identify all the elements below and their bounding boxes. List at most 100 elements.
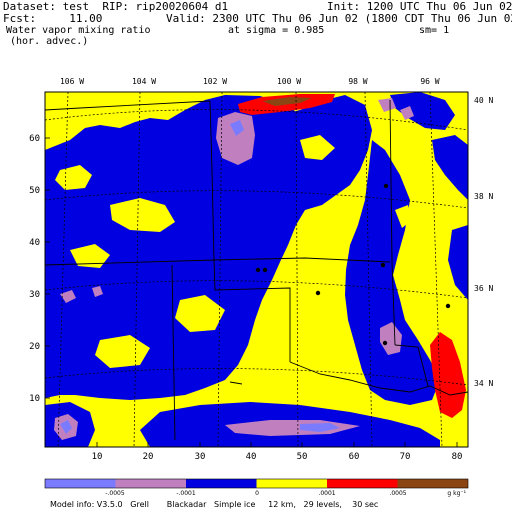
lat-label: 36 N bbox=[474, 284, 493, 293]
field-strong-negative-west bbox=[60, 290, 76, 303]
red-river bbox=[289, 361, 468, 396]
lon-label: 100 W bbox=[277, 77, 301, 86]
field-positive-pocket6 bbox=[95, 335, 150, 368]
lat-label: 38 N bbox=[474, 192, 493, 201]
meridian-104w bbox=[133, 92, 141, 447]
field-positive-pocket5 bbox=[175, 295, 225, 332]
field-positive-pocket3 bbox=[70, 244, 110, 268]
lon-label: 106 W bbox=[60, 77, 84, 86]
field-negative-east-edge bbox=[448, 225, 468, 300]
field-positive-pocket1 bbox=[55, 165, 92, 190]
colorbar-swatch bbox=[115, 479, 186, 488]
missouri-border bbox=[389, 99, 396, 346]
y-tick-label: 50 bbox=[29, 186, 40, 196]
colorbar-swatch bbox=[397, 479, 468, 488]
lat-label: 40 N bbox=[474, 96, 493, 105]
lat-label: 34 N bbox=[474, 379, 493, 388]
sigma-level: at sigma = 0.985 bbox=[228, 25, 325, 36]
nebraska-south-border bbox=[45, 100, 211, 111]
y-tick-label: 20 bbox=[29, 342, 40, 352]
field-strong-negative-ne2 bbox=[378, 98, 396, 112]
x-tick-label: 60 bbox=[349, 452, 360, 462]
colorbar-label: -.0005 bbox=[105, 490, 125, 497]
city-marker bbox=[380, 262, 386, 268]
city-marker bbox=[255, 267, 261, 273]
lat-lon-grid bbox=[45, 92, 468, 447]
field-strong-negative-east bbox=[380, 322, 402, 355]
meridian-96w bbox=[429, 92, 443, 447]
plot-frame bbox=[44, 91, 469, 448]
colorbar: -.0005 -.0001 0 .0001 .0005 g kg⁻¹ bbox=[44, 478, 469, 497]
colorbar-label: .0001 bbox=[318, 490, 335, 497]
field-strong-negative-ne bbox=[400, 106, 414, 120]
field-negative-ne bbox=[390, 92, 455, 130]
parallel-38n bbox=[45, 190, 468, 209]
city-marker bbox=[383, 183, 389, 189]
colorado-new-mexico-border bbox=[45, 259, 215, 266]
forecast-line: Fcst: 11.00 bbox=[3, 12, 103, 25]
city-marker bbox=[315, 290, 321, 296]
field-positive-pocket7 bbox=[260, 378, 305, 398]
city-marker bbox=[445, 303, 451, 309]
city-markers bbox=[255, 183, 451, 346]
smoothing-label: sm= 1 bbox=[419, 25, 450, 36]
y-tick-label: 40 bbox=[29, 238, 40, 248]
contour-fill bbox=[45, 92, 468, 447]
parallel-40n bbox=[45, 109, 468, 131]
lon-label: 96 W bbox=[420, 77, 439, 86]
field-positive-pocket4 bbox=[300, 135, 335, 160]
x-tick-labels: 10 20 30 40 50 60 70 80 bbox=[92, 452, 463, 462]
y-tick-label: 10 bbox=[29, 394, 40, 404]
field-very-strong-positive bbox=[262, 97, 312, 106]
field-strong-negative-north bbox=[216, 112, 255, 165]
y-tick-label: 60 bbox=[29, 134, 40, 144]
colorbar-units: g kg⁻¹ bbox=[447, 490, 466, 497]
field-positive-pocket8 bbox=[395, 205, 412, 228]
arkansas-border bbox=[394, 344, 429, 387]
model-info-footer: Model info: V3.5.0 Grell Blackadar Simpl… bbox=[50, 500, 379, 509]
new-mexico-texas-border bbox=[171, 264, 176, 441]
meridian-100w bbox=[295, 92, 299, 447]
y-tick-labels: 60 50 40 30 20 10 bbox=[29, 134, 40, 404]
lon-label: 98 W bbox=[348, 77, 367, 86]
y-tick-label: 30 bbox=[29, 290, 40, 300]
oklahoma-panhandle bbox=[213, 259, 291, 362]
field-most-negative-sw bbox=[60, 420, 72, 434]
meridian-102w bbox=[217, 92, 223, 447]
x-tick-label: 10 bbox=[92, 452, 103, 462]
field-subtitle: (hor. advec.) bbox=[10, 36, 89, 47]
field-negative-ne2 bbox=[432, 135, 468, 200]
lon-label: 102 W bbox=[203, 77, 227, 86]
colorbar-swatch bbox=[327, 479, 398, 488]
valid-line: Valid: 2300 UTC Thu 06 Jun 02 (1800 CDT … bbox=[166, 12, 512, 25]
colorbar-swatch bbox=[186, 479, 257, 488]
meridian-98w bbox=[364, 92, 373, 447]
meridian-106w bbox=[57, 92, 69, 447]
city-marker bbox=[262, 267, 268, 273]
parallel-36n bbox=[45, 280, 468, 299]
x-tick-label: 20 bbox=[143, 452, 154, 462]
colorbar-label: 0 bbox=[255, 490, 259, 497]
state-boundaries bbox=[45, 99, 468, 441]
field-negative-center bbox=[244, 95, 372, 262]
x-axis-ticks bbox=[96, 442, 458, 447]
x-tick-label: 70 bbox=[400, 452, 411, 462]
x-tick-label: 80 bbox=[452, 452, 463, 462]
texas-marker bbox=[229, 381, 243, 385]
colorbar-frame bbox=[44, 478, 469, 489]
colorado-kansas-border bbox=[209, 100, 215, 261]
dataset-line: Dataset: test RIP: rip20020604 d1 bbox=[3, 0, 229, 13]
colorbar-swatch bbox=[45, 479, 116, 488]
colorbar-label: -.0001 bbox=[176, 490, 196, 497]
x-tick-label: 50 bbox=[297, 452, 308, 462]
field-name: Water vapor mixing ratio bbox=[6, 25, 151, 36]
field-strong-negative-west2 bbox=[92, 286, 103, 297]
kansas-oklahoma-border bbox=[213, 257, 391, 263]
field-most-negative-north bbox=[230, 120, 244, 136]
x-tick-label: 40 bbox=[246, 452, 257, 462]
longitude-labels: 106 W 104 W 102 W 100 W 98 W 96 W bbox=[60, 77, 440, 86]
colorbar-label: .0005 bbox=[389, 490, 406, 497]
lon-label: 104 W bbox=[132, 77, 156, 86]
latitude-labels: 40 N 38 N 36 N 34 N bbox=[474, 96, 493, 388]
